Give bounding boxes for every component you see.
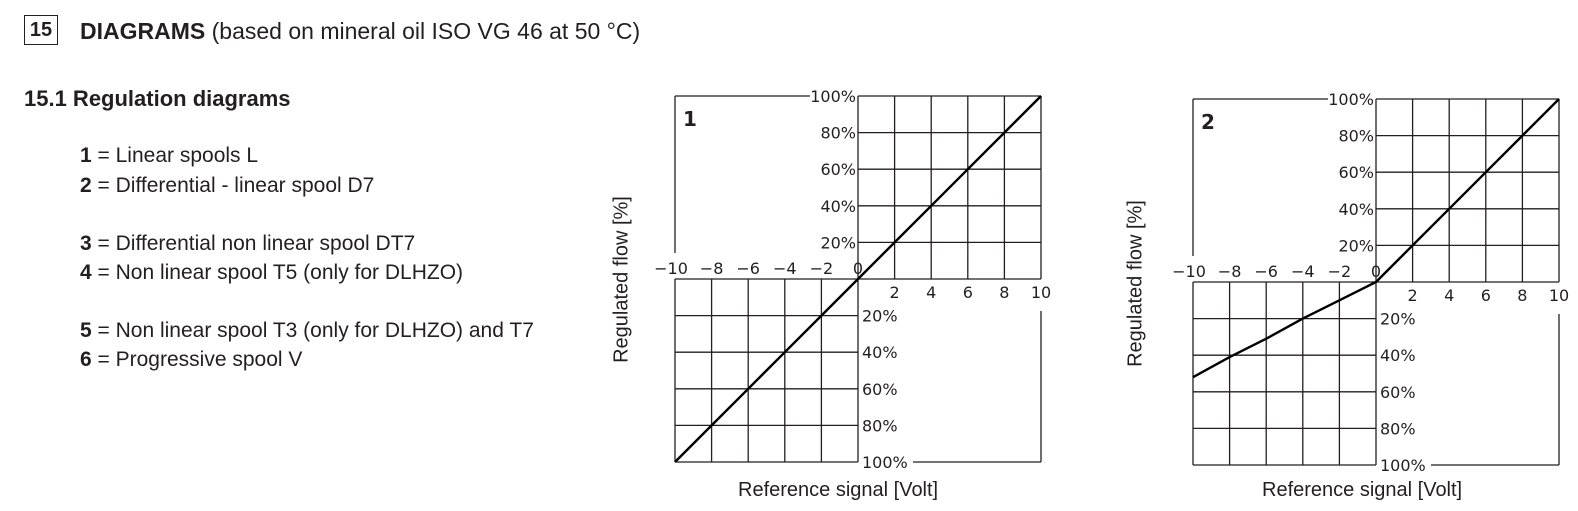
svg-text:4: 4: [1444, 286, 1454, 305]
legend-num: 6: [80, 348, 92, 371]
svg-text:80%: 80%: [1380, 419, 1416, 438]
chart1-ylabel: Regulated flow [%]: [610, 196, 633, 363]
svg-text:20%: 20%: [820, 233, 856, 252]
svg-text:−8: −8: [700, 259, 724, 278]
chart1-plot: 1 100% 80% 60% 40% 20% 20% 40% 60% 80% 100% −10 −8 −6…: [654, 87, 1051, 472]
svg-text:4: 4: [926, 283, 936, 302]
svg-text:1: 1: [683, 107, 697, 131]
legend-num: 3: [80, 232, 92, 255]
svg-text:100%: 100%: [862, 453, 908, 472]
svg-text:20%: 20%: [862, 307, 898, 326]
svg-text:−8: −8: [1218, 262, 1242, 281]
svg-text:100%: 100%: [1380, 456, 1426, 475]
legend-text: = Differential - linear spool D7: [91, 174, 375, 197]
svg-text:40%: 40%: [862, 343, 898, 362]
svg-text:0: 0: [853, 259, 863, 278]
chart2-plot: 2 100% 80% 60% 40% 20% 20% 40% 60% 80% 100% −10 −8 −6…: [1172, 90, 1569, 475]
svg-text:−10: −10: [1172, 262, 1206, 281]
legend-text: = Non linear spool T3 (only for DLHZO) a…: [91, 319, 534, 342]
svg-text:40%: 40%: [1380, 346, 1416, 365]
legend-item: 4 = Non linear spool T5 (only for DLHZO): [80, 260, 463, 286]
legend-text: = Non linear spool T5 (only for DLHZO): [91, 261, 464, 284]
svg-text:−4: −4: [1291, 262, 1315, 281]
legend-num: 5: [80, 319, 92, 342]
svg-text:60%: 60%: [820, 160, 856, 179]
svg-text:100%: 100%: [810, 87, 856, 106]
svg-text:40%: 40%: [820, 197, 856, 216]
legend-num: 2: [80, 174, 92, 197]
svg-text:10: 10: [1549, 286, 1569, 305]
svg-text:8: 8: [999, 283, 1009, 302]
svg-text:60%: 60%: [1338, 163, 1374, 182]
section-title-bold: DIAGRAMS: [80, 18, 206, 44]
legend-text: = Linear spools L: [91, 144, 259, 167]
svg-text:80%: 80%: [820, 124, 856, 143]
section-title: DIAGRAMS (based on mineral oil ISO VG 46…: [80, 16, 640, 46]
svg-text:0: 0: [1371, 262, 1381, 281]
svg-text:2: 2: [1408, 286, 1418, 305]
svg-text:100%: 100%: [1328, 90, 1374, 109]
svg-text:60%: 60%: [862, 380, 898, 399]
svg-text:80%: 80%: [862, 416, 898, 435]
svg-text:20%: 20%: [1338, 236, 1374, 255]
chart1-xlabel: Reference signal [Volt]: [738, 479, 939, 501]
legend-item: 6 = Progressive spool V: [80, 347, 302, 373]
legend-num: 1: [80, 144, 92, 167]
chart2-ylabel: Regulated flow [%]: [1124, 200, 1147, 367]
svg-text:6: 6: [1481, 286, 1491, 305]
svg-text:60%: 60%: [1380, 383, 1416, 402]
svg-text:−2: −2: [1328, 262, 1352, 281]
chart2-xlabel: Reference signal [Volt]: [1262, 479, 1463, 501]
svg-text:−2: −2: [810, 259, 834, 278]
svg-text:2: 2: [1201, 110, 1215, 134]
legend-item: 5 = Non linear spool T3 (only for DLHZO)…: [80, 318, 534, 344]
subsection-title: 15.1 Regulation diagrams: [24, 86, 291, 111]
svg-text:8: 8: [1517, 286, 1527, 305]
legend-item: 3 = Differential non linear spool DT7: [80, 231, 415, 257]
svg-text:6: 6: [963, 283, 973, 302]
svg-text:2: 2: [890, 283, 900, 302]
svg-text:10: 10: [1031, 283, 1051, 302]
section-title-rest: (based on mineral oil ISO VG 46 at 50 °C…: [205, 18, 641, 44]
svg-text:−10: −10: [654, 259, 688, 278]
svg-text:80%: 80%: [1338, 127, 1374, 146]
legend-item: 2 = Differential - linear spool D7: [80, 173, 374, 199]
legend-text: = Progressive spool V: [91, 348, 303, 371]
section-number-box: 15: [24, 15, 58, 45]
svg-text:40%: 40%: [1338, 200, 1374, 219]
legend-num: 4: [80, 261, 92, 284]
svg-text:20%: 20%: [1380, 310, 1416, 329]
svg-text:−6: −6: [736, 259, 760, 278]
svg-text:−4: −4: [773, 259, 797, 278]
svg-text:−6: −6: [1254, 262, 1278, 281]
legend-text: = Differential non linear spool DT7: [91, 232, 416, 255]
legend-item: 1 = Linear spools L: [80, 143, 258, 169]
